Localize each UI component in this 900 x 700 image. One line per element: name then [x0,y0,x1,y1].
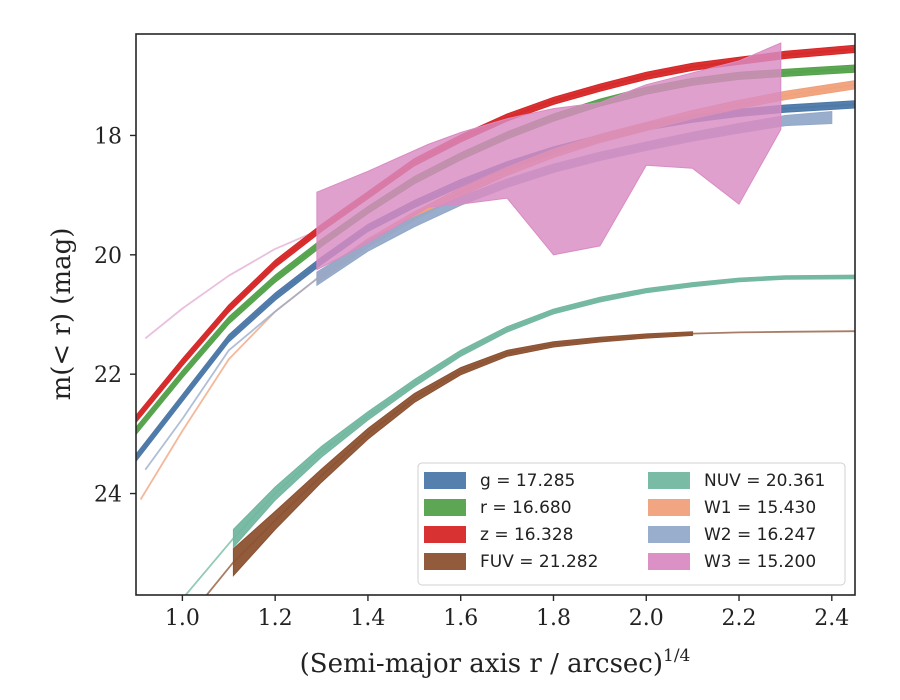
legend-label-w2: W2 = 16.247 [704,525,816,545]
x-tick-label: 1.4 [350,606,385,631]
legend-label-nuv: NUV = 20.361 [704,471,825,491]
plot-area [136,42,855,595]
legend-swatch-nuv [648,472,690,489]
x-tick-label: 2.0 [629,606,664,631]
y-axis: 18 20 22 24 [94,124,136,508]
legend: g = 17.285 r = 16.680 z = 16.328 FUV = 21.2… [417,462,846,586]
x-tick-label: 1.0 [165,606,200,631]
legend-frame [417,462,846,586]
y-tick-label: 20 [94,244,122,269]
series-line-w2 [144,277,318,471]
x-tick-label: 2.2 [722,606,757,631]
plot-frame [135,33,856,596]
x-tick-label: 2.4 [814,606,849,631]
series-band-fuv [232,331,694,577]
x-tick-label: 1.8 [536,606,571,631]
legend-swatch-w3 [648,553,690,570]
series-line-w3 [144,230,318,340]
series-region-w3 [316,42,782,271]
legend-swatch-z [424,526,466,543]
legend-swatch-r [424,499,466,516]
y-tick-label: 22 [94,363,122,388]
legend-swatch-w2 [648,526,690,543]
legend-swatch-w1 [648,499,690,516]
legend-label-r: r = 16.680 [480,498,572,518]
y-axis-label: m(< r) (mag) [47,228,77,401]
x-axis-label-exponent: 1/4 [663,646,690,666]
legend-label-g: g = 17.285 [480,471,575,491]
y-tick-label: 18 [94,124,122,149]
x-tick-label: 1.2 [258,606,293,631]
legend-swatch-fuv [424,553,466,570]
x-axis-label-text: (Semi-major axis r / arcsec) [300,649,663,679]
legend-label-w1: W1 = 15.430 [704,498,816,518]
series-band-nuv [232,274,855,549]
x-axis: 1.0 1.2 1.4 1.6 1.8 2.0 2.2 2.4 [165,595,849,631]
x-axis-label: (Semi-major axis r / arcsec)1/4 [300,646,691,679]
x-tick-label: 1.6 [443,606,478,631]
legend-label-w3: W3 = 15.200 [704,552,816,572]
legend-label-z: z = 16.328 [480,525,573,545]
legend-label-fuv: FUV = 21.282 [480,552,598,572]
y-tick-label: 24 [94,483,122,508]
legend-swatch-g [424,472,466,489]
